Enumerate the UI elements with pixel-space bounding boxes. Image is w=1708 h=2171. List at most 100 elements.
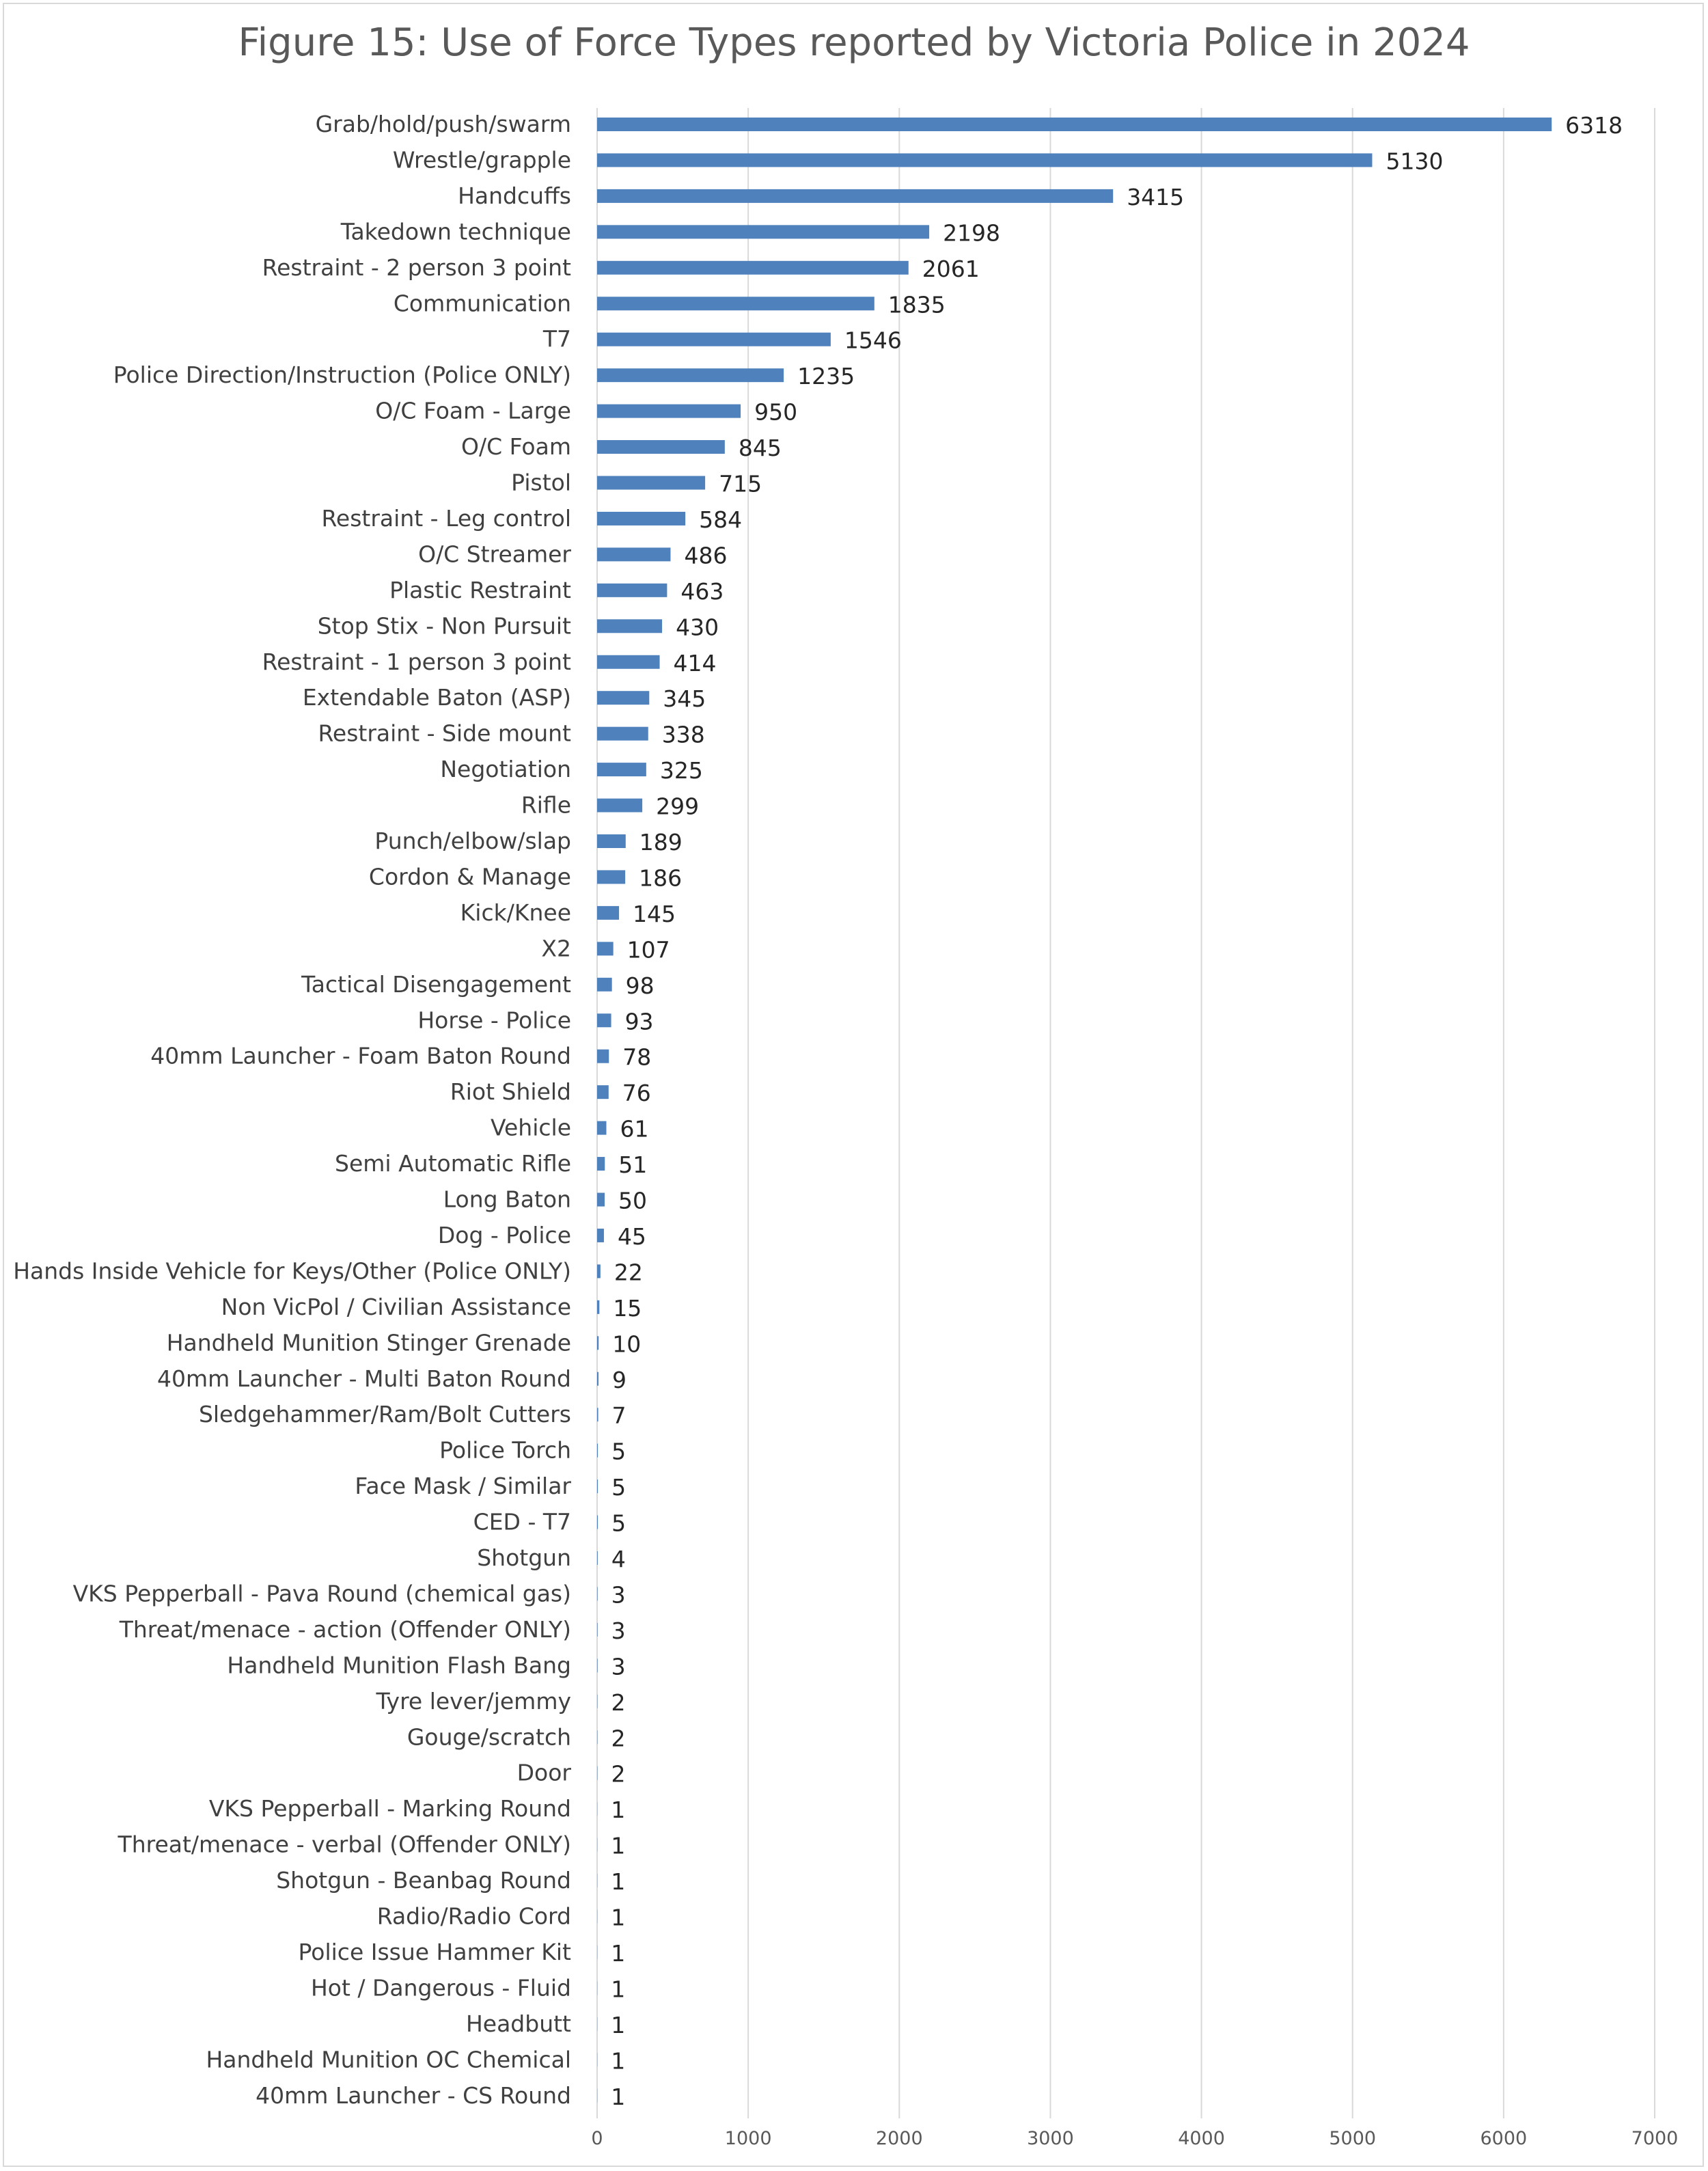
bar	[597, 1479, 598, 1494]
data-label: 338	[662, 722, 705, 748]
bar	[597, 1264, 601, 1279]
data-label: 98	[626, 972, 655, 999]
data-label: 463	[680, 578, 724, 605]
category-label: Hot / Dangerous - Fluid	[311, 1974, 571, 2001]
category-label: Negotiation	[440, 756, 571, 782]
bars	[597, 118, 1552, 2103]
category-label: Police Direction/Instruction (Police ONL…	[113, 361, 571, 388]
category-label: Punch/elbow/slap	[374, 828, 571, 854]
category-label: Face Mask / Similar	[355, 1473, 571, 1499]
data-label: 1	[611, 1868, 625, 1895]
category-label: O/C Foam	[461, 433, 571, 460]
category-label: Restraint - Side mount	[318, 720, 571, 747]
data-label: 15	[613, 1295, 642, 1322]
bar	[597, 332, 831, 346]
category-label: Police Issue Hammer Kit	[299, 1939, 572, 1965]
category-label: Non VicPol / Civilian Assistance	[221, 1294, 571, 1320]
category-label: Takedown technique	[340, 218, 571, 245]
category-label: Communication	[394, 290, 571, 316]
category-label: Handheld Munition OC Chemical	[206, 2046, 571, 2073]
category-label: Horse - Police	[417, 1007, 571, 1033]
data-label: 93	[625, 1008, 654, 1035]
bar	[597, 763, 646, 777]
category-label: Police Torch	[439, 1437, 571, 1464]
bar	[597, 619, 663, 633]
data-label: 145	[633, 901, 676, 927]
data-label: 1	[611, 1797, 625, 1823]
bar	[597, 1515, 598, 1529]
bar	[597, 297, 874, 311]
chart-title: Figure 15: Use of Force Types reported b…	[238, 21, 1470, 65]
category-label: T7	[542, 326, 571, 353]
data-label: 50	[618, 1188, 647, 1214]
bar	[597, 1551, 598, 1565]
category-label: Radio/Radio Cord	[377, 1903, 571, 1930]
category-label: O/C Foam - Large	[375, 398, 571, 424]
x-tick-label: 0	[591, 2128, 603, 2149]
category-label: Grab/hold/push/swarm	[316, 111, 571, 137]
bar	[597, 189, 1114, 203]
data-label: 486	[684, 542, 727, 569]
category-label: Shotgun - Beanbag Round	[276, 1867, 571, 1894]
category-label: 40mm Launcher - CS Round	[256, 2082, 571, 2109]
bar	[597, 905, 620, 920]
data-label: 61	[620, 1116, 648, 1143]
data-label: 845	[739, 435, 782, 461]
category-label: Extendable Baton (ASP)	[303, 684, 571, 711]
bar	[597, 260, 909, 275]
bar	[597, 547, 671, 562]
data-label: 22	[614, 1259, 643, 1285]
data-label: 189	[639, 829, 683, 856]
data-label: 1835	[888, 291, 946, 318]
data-label: 2	[611, 1761, 625, 1788]
data-label: 78	[622, 1044, 651, 1071]
bar	[597, 1336, 599, 1350]
bar	[597, 1121, 607, 1135]
x-tick-label: 7000	[1631, 2128, 1679, 2149]
bar	[597, 1085, 609, 1100]
category-label: Handheld Munition Flash Bang	[227, 1652, 571, 1678]
category-label: Kick/Knee	[460, 899, 571, 926]
bar	[597, 1013, 611, 1028]
x-tick-label: 1000	[725, 2128, 772, 2149]
data-label: 76	[622, 1080, 651, 1106]
bar	[597, 1443, 598, 1458]
category-label: Riot Shield	[450, 1078, 571, 1105]
bar	[597, 225, 930, 239]
bar	[597, 834, 626, 848]
data-label: 51	[618, 1151, 647, 1178]
bar	[597, 476, 706, 490]
bar	[597, 870, 626, 884]
category-label: CED - T7	[473, 1509, 571, 1535]
bar	[597, 118, 1552, 131]
category-labels: Grab/hold/push/swarm Wrestle/grapple Handc…	[13, 111, 571, 2109]
data-label: 107	[627, 936, 670, 963]
category-label: Headbutt	[466, 2010, 571, 2037]
data-label: 4	[611, 1546, 626, 1572]
bar	[597, 1192, 605, 1207]
data-label: 325	[660, 757, 703, 784]
data-label: 299	[656, 793, 699, 820]
data-label: 10	[612, 1330, 641, 1357]
bar	[597, 942, 614, 956]
x-tick-label: 3000	[1027, 2128, 1074, 2149]
data-label: 1546	[844, 327, 902, 354]
data-label: 3	[611, 1581, 626, 1608]
bar	[597, 1622, 598, 1637]
category-label: Handcuffs	[458, 182, 571, 209]
category-label: Pistol	[511, 469, 571, 496]
category-label: Semi Automatic Rifle	[335, 1150, 571, 1177]
category-label: Tactical Disengagement	[301, 971, 571, 998]
category-label: Door	[517, 1760, 572, 1786]
bar	[597, 1049, 609, 1063]
bar	[597, 511, 686, 525]
data-label: 1	[611, 1940, 625, 1967]
bar	[597, 977, 612, 992]
bar	[597, 1371, 598, 1386]
gridlines	[596, 108, 1655, 2118]
bar	[597, 1658, 598, 1673]
category-label: Hands Inside Vehicle for Keys/Other (Pol…	[13, 1257, 571, 1284]
category-label: Long Baton	[443, 1186, 571, 1213]
category-label: Plastic Restraint	[389, 577, 571, 603]
category-label: Cordon & Manage	[369, 863, 571, 890]
